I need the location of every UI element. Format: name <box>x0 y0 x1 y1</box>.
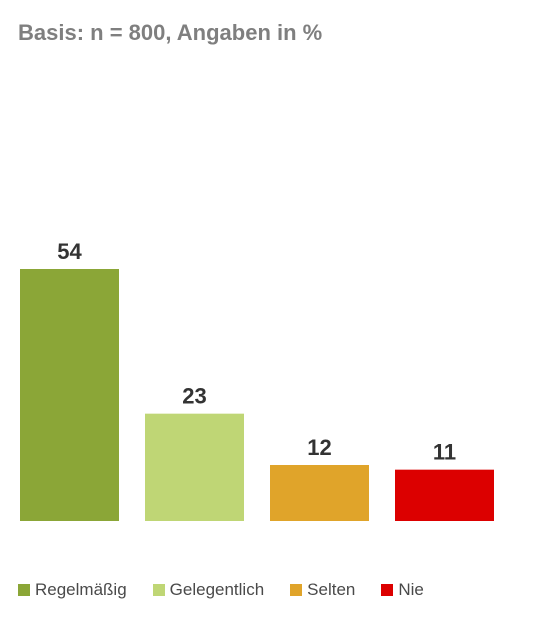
legend-item-2: Selten <box>290 580 355 600</box>
bar-0 <box>20 269 119 521</box>
bar-3 <box>395 469 494 521</box>
bar-1 <box>145 413 244 521</box>
legend-swatch-3 <box>381 584 394 596</box>
legend-item-0: Regelmäßig <box>18 580 127 600</box>
legend-label-0: Regelmäßig <box>35 580 127 599</box>
legend-label-1: Gelegentlich <box>169 580 265 599</box>
legend-item-1: Gelegentlich <box>152 580 265 600</box>
data-label-0: 54 <box>57 239 82 264</box>
data-label-1: 23 <box>182 384 206 409</box>
legend-label-3: Nie <box>398 580 424 599</box>
chart-legend: Regelmäßig Gelegentlich Selten Nie <box>18 580 450 600</box>
legend-swatch-2 <box>290 584 303 596</box>
data-label-3: 11 <box>433 440 456 465</box>
legend-swatch-1 <box>152 584 165 596</box>
bar-chart: 54 23 12 11 <box>20 239 494 521</box>
legend-label-2: Selten <box>307 580 356 599</box>
data-label-2: 12 <box>307 435 331 460</box>
legend-item-3: Nie <box>381 580 424 600</box>
bar-2 <box>270 465 369 521</box>
chart-subtitle: Basis: n = 800, Angaben in % <box>18 20 323 45</box>
legend-swatch-0 <box>18 584 30 596</box>
